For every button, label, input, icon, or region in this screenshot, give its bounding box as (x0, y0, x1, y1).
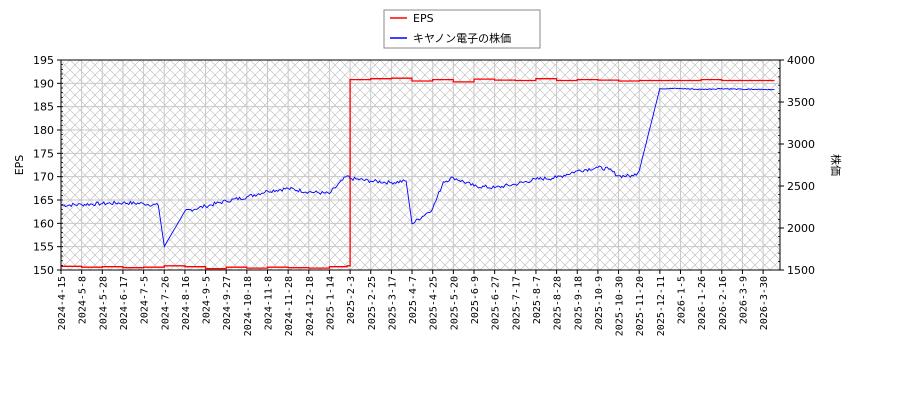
svg-text:170: 170 (33, 171, 54, 184)
svg-text:2026-1-5: 2026-1-5 (677, 276, 688, 324)
svg-text:2025-1-14: 2025-1-14 (325, 276, 336, 330)
svg-text:175: 175 (33, 147, 54, 160)
legend-label-eps: EPS (413, 12, 434, 25)
svg-text:2025-9-18: 2025-9-18 (573, 276, 584, 330)
svg-text:2026-2-16: 2026-2-16 (718, 276, 729, 330)
svg-text:2025-8-28: 2025-8-28 (553, 276, 564, 330)
stock-price-line (61, 87, 775, 248)
svg-text:2026-3-9: 2026-3-9 (738, 276, 749, 324)
svg-text:2024-7-5: 2024-7-5 (140, 276, 151, 324)
svg-text:2500: 2500 (787, 180, 815, 193)
svg-text:2025-6-9: 2025-6-9 (470, 276, 481, 324)
svg-text:2025-10-30: 2025-10-30 (615, 276, 626, 336)
svg-text:2024-10-18: 2024-10-18 (243, 276, 254, 336)
svg-text:2026-1-26: 2026-1-26 (697, 276, 708, 330)
svg-text:2024-12-18: 2024-12-18 (305, 276, 316, 336)
data-series (61, 77, 775, 270)
svg-text:4000: 4000 (787, 54, 815, 67)
y-axis-right-title: 株価 (829, 154, 843, 176)
svg-text:150: 150 (33, 264, 54, 277)
svg-text:2024-5-28: 2024-5-28 (98, 276, 109, 330)
svg-text:2024-4-15: 2024-4-15 (57, 276, 68, 330)
svg-text:2025-7-17: 2025-7-17 (511, 276, 522, 330)
x-axis: 2024-4-15 2024-5-8 2024-5-28 2024-6-17 2024-… (57, 270, 770, 336)
svg-text:2024-9-5: 2024-9-5 (202, 276, 213, 324)
svg-text:2025-5-20: 2025-5-20 (449, 276, 460, 330)
svg-text:2024-8-16: 2024-8-16 (181, 276, 192, 330)
legend: EPS キヤノン電子の株価 (383, 9, 541, 49)
svg-text:2000: 2000 (787, 222, 815, 235)
svg-text:2025-11-20: 2025-11-20 (635, 276, 646, 336)
svg-text:2024-5-8: 2024-5-8 (78, 276, 89, 324)
svg-text:2024-7-26: 2024-7-26 (160, 276, 171, 330)
eps-line (61, 77, 775, 270)
svg-text:3500: 3500 (787, 96, 815, 109)
svg-text:2024-9-27: 2024-9-27 (222, 276, 233, 330)
svg-text:2024-11-8: 2024-11-8 (264, 276, 275, 330)
svg-text:2024-11-28: 2024-11-28 (284, 276, 295, 336)
y-axis-left: 150 155 160 165 170 175 180 185 190 195 (33, 54, 63, 277)
y-axis-left-title: EPS (13, 155, 26, 176)
svg-text:2025-6-27: 2025-6-27 (491, 276, 502, 330)
svg-text:2025-4-7: 2025-4-7 (408, 276, 419, 324)
svg-text:2025-3-17: 2025-3-17 (387, 276, 398, 330)
svg-text:2025-10-9: 2025-10-9 (594, 276, 605, 330)
svg-text:3000: 3000 (787, 138, 815, 151)
svg-text:185: 185 (33, 101, 54, 114)
svg-text:2025-4-25: 2025-4-25 (429, 276, 440, 330)
y-axis-right: 1500 2000 2500 3000 3500 4000 (778, 54, 815, 277)
svg-text:2025-12-11: 2025-12-11 (656, 276, 667, 336)
svg-text:195: 195 (33, 54, 54, 67)
svg-text:155: 155 (33, 241, 54, 254)
svg-text:2026-3-30: 2026-3-30 (759, 276, 770, 330)
svg-text:2025-2-25: 2025-2-25 (367, 276, 378, 330)
svg-text:160: 160 (33, 217, 54, 230)
svg-text:165: 165 (33, 194, 54, 207)
svg-text:2025-2-3: 2025-2-3 (346, 276, 357, 324)
svg-text:2024-6-17: 2024-6-17 (119, 276, 130, 330)
svg-text:2025-8-7: 2025-8-7 (532, 276, 543, 324)
plot-frame (60, 59, 781, 271)
legend-label-price: キヤノン電子の株価 (413, 31, 511, 45)
svg-text:1500: 1500 (787, 264, 815, 277)
svg-text:180: 180 (33, 124, 54, 137)
svg-text:190: 190 (33, 77, 54, 90)
